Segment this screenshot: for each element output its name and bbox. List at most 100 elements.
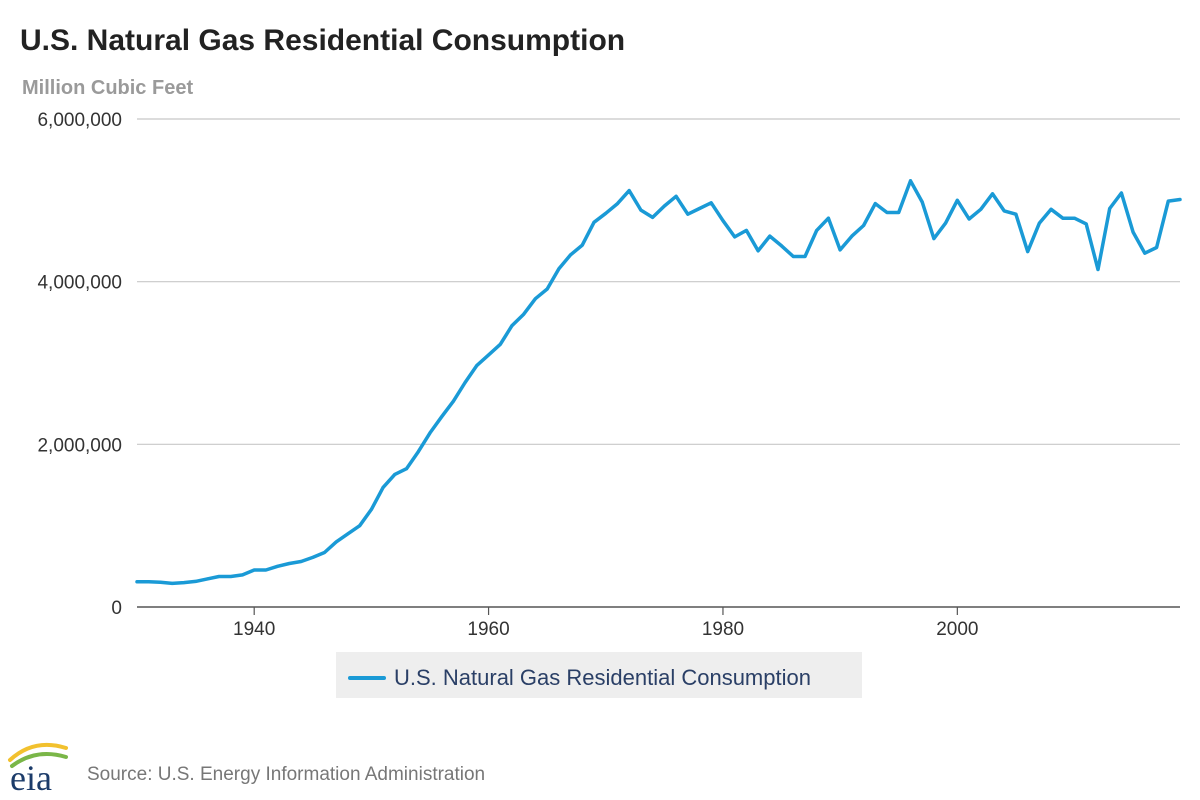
data-point[interactable] xyxy=(158,580,162,584)
data-point[interactable] xyxy=(1014,212,1018,216)
data-point[interactable] xyxy=(1143,251,1147,255)
x-tick-label: 1940 xyxy=(233,619,275,640)
data-point[interactable] xyxy=(616,202,619,206)
series-line[interactable] xyxy=(135,179,1182,586)
data-point[interactable] xyxy=(1178,198,1182,201)
data-point[interactable] xyxy=(674,194,678,198)
data-point[interactable] xyxy=(287,562,291,565)
data-point[interactable] xyxy=(768,234,772,238)
data-point[interactable] xyxy=(170,581,174,585)
data-point[interactable] xyxy=(862,224,866,227)
data-point[interactable] xyxy=(451,399,455,403)
data-point[interactable] xyxy=(744,228,748,232)
data-point[interactable] xyxy=(229,575,233,578)
data-point[interactable] xyxy=(592,220,596,224)
data-point[interactable] xyxy=(885,211,889,214)
data-point[interactable] xyxy=(475,363,479,367)
data-point[interactable] xyxy=(416,450,420,454)
data-point[interactable] xyxy=(1037,221,1041,225)
logo-arc-yellow xyxy=(8,743,68,762)
data-point[interactable] xyxy=(311,555,315,559)
data-point[interactable] xyxy=(686,212,690,216)
data-point[interactable] xyxy=(533,297,537,301)
y-tick-label: 6,000,000 xyxy=(37,110,122,131)
data-point[interactable] xyxy=(791,255,795,258)
data-point[interactable] xyxy=(1119,191,1123,195)
data-point[interactable] xyxy=(358,524,362,528)
data-point[interactable] xyxy=(428,431,432,435)
data-point[interactable] xyxy=(897,211,901,214)
data-point[interactable] xyxy=(334,540,338,544)
data-point[interactable] xyxy=(346,532,350,536)
data-point[interactable] xyxy=(264,568,268,572)
data-point[interactable] xyxy=(381,485,385,489)
data-point[interactable] xyxy=(135,580,139,584)
data-point[interactable] xyxy=(756,249,760,253)
data-point[interactable] xyxy=(1049,207,1053,211)
data-point[interactable] xyxy=(838,248,842,252)
data-point[interactable] xyxy=(733,235,737,239)
data-point[interactable] xyxy=(369,507,373,511)
data-point[interactable] xyxy=(967,217,971,221)
data-point[interactable] xyxy=(639,208,643,212)
data-point[interactable] xyxy=(510,324,514,328)
y-axis-unit-label: Million Cubic Feet xyxy=(22,77,193,99)
data-point[interactable] xyxy=(299,560,303,563)
logo-text: eia xyxy=(10,758,52,798)
data-point[interactable] xyxy=(217,575,221,578)
data-point[interactable] xyxy=(276,564,280,568)
data-point[interactable] xyxy=(463,381,467,384)
data-point[interactable] xyxy=(1061,216,1065,220)
data-point[interactable] xyxy=(1073,216,1076,220)
data-point[interactable] xyxy=(604,211,608,215)
data-point[interactable] xyxy=(709,201,713,205)
data-point[interactable] xyxy=(698,207,701,210)
data-point[interactable] xyxy=(932,237,936,241)
data-point[interactable] xyxy=(545,287,549,291)
data-point[interactable] xyxy=(1166,199,1170,203)
legend-label[interactable]: U.S. Natural Gas Residential Consumption xyxy=(394,665,811,690)
data-point[interactable] xyxy=(991,192,994,196)
legend[interactable]: U.S. Natural Gas Residential Consumption xyxy=(336,652,862,698)
data-point[interactable] xyxy=(569,253,573,257)
data-point[interactable] xyxy=(522,312,526,316)
data-point[interactable] xyxy=(194,579,198,583)
data-point[interactable] xyxy=(323,551,326,554)
data-point[interactable] xyxy=(241,573,244,577)
data-point[interactable] xyxy=(850,234,854,238)
data-point[interactable] xyxy=(721,219,725,223)
data-point[interactable] xyxy=(826,216,830,220)
y-axis-ticks: 0 2,000,000 4,000,000 6,000,000 xyxy=(37,110,122,619)
data-point[interactable] xyxy=(1084,222,1088,226)
data-point[interactable] xyxy=(815,228,819,232)
data-point[interactable] xyxy=(405,467,408,471)
data-point[interactable] xyxy=(1026,250,1030,254)
data-point[interactable] xyxy=(944,221,948,225)
data-point[interactable] xyxy=(979,207,983,211)
data-point[interactable] xyxy=(1096,268,1100,271)
data-point[interactable] xyxy=(873,202,877,206)
data-point[interactable] xyxy=(955,198,959,202)
data-point[interactable] xyxy=(498,342,502,346)
data-point[interactable] xyxy=(1002,209,1006,213)
data-point[interactable] xyxy=(803,255,807,258)
data-point[interactable] xyxy=(1131,230,1135,234)
data-point[interactable] xyxy=(580,243,584,247)
data-point[interactable] xyxy=(182,581,186,585)
data-point[interactable] xyxy=(440,415,444,419)
data-point[interactable] xyxy=(627,189,631,193)
data-point[interactable] xyxy=(1155,246,1159,249)
data-point[interactable] xyxy=(205,577,209,581)
data-point[interactable] xyxy=(909,179,912,183)
data-point[interactable] xyxy=(147,580,151,584)
data-point[interactable] xyxy=(393,472,397,476)
data-point[interactable] xyxy=(252,568,256,572)
data-point[interactable] xyxy=(1108,207,1112,210)
data-point[interactable] xyxy=(487,353,491,357)
x-tick-label: 1960 xyxy=(467,619,509,640)
data-point[interactable] xyxy=(557,267,561,271)
data-point[interactable] xyxy=(651,215,655,219)
data-point[interactable] xyxy=(662,204,666,208)
data-point[interactable] xyxy=(920,200,924,204)
data-point[interactable] xyxy=(780,244,784,248)
